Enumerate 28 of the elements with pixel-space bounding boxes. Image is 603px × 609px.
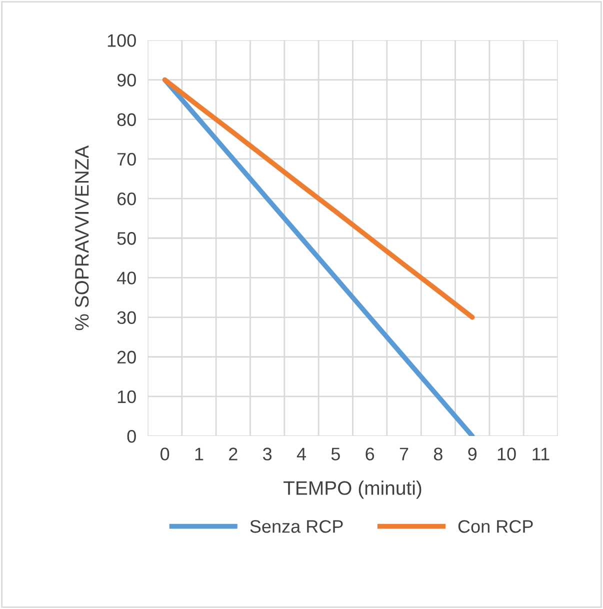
line-series (162, 77, 475, 320)
legend-label: Senza RCP (250, 520, 343, 533)
x-tick-label: 1 (195, 448, 204, 460)
x-tick-label: 4 (296, 448, 306, 460)
y-tick-label: 80 (117, 113, 136, 126)
y-tick-label: 40 (116, 272, 136, 284)
x-tick-label: 0 (160, 448, 170, 460)
legend-label: Con RCP (458, 520, 533, 533)
y-tick-label: 10 (118, 390, 136, 404)
x-tick-label: 9 (468, 448, 477, 460)
y-tick-label: 0 (127, 430, 136, 443)
y-tick-label: 30 (117, 311, 136, 324)
x-tick-label: 8 (434, 448, 442, 460)
y-axis-title: % SOPRAVVIVENZA (75, 145, 89, 330)
x-tick-label: 11 (532, 448, 550, 460)
y-tick-label: 50 (117, 232, 136, 245)
y-tick-label: 100 (108, 34, 136, 47)
x-tick-label: 10 (498, 448, 516, 460)
y-tick-label: 20 (117, 350, 136, 364)
x-tick-label: 7 (400, 448, 408, 460)
x-axis-title: TEMPO (minuti) (284, 480, 422, 499)
x-tick-label: 3 (263, 448, 272, 460)
x-tick-label: 2 (229, 448, 238, 460)
x-tick-label: 6 (366, 448, 374, 460)
y-tick-label: 70 (117, 152, 136, 166)
y-tick-label: 60 (117, 192, 136, 206)
y-tick-label: 90 (117, 74, 136, 86)
x-tick-label: 5 (331, 448, 340, 460)
